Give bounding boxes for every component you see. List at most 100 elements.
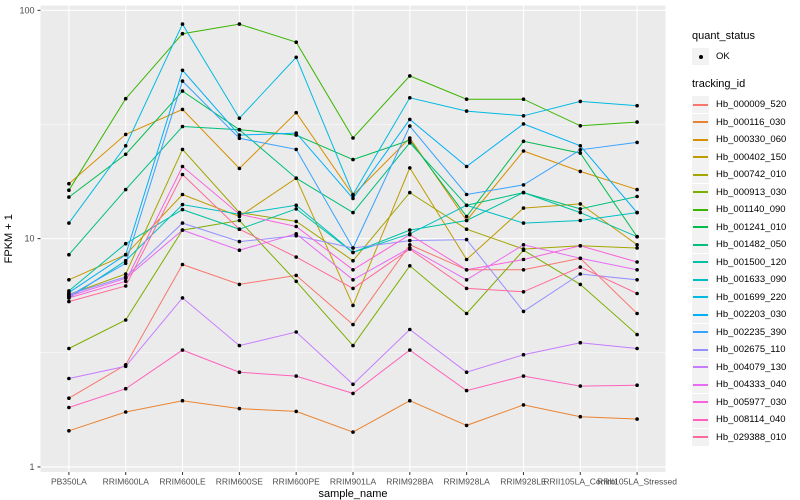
data-point bbox=[635, 246, 639, 250]
data-point bbox=[408, 238, 412, 243]
legend-item-Hb_001140_090: Hb_001140_090 bbox=[692, 201, 798, 218]
legend-item-Hb_002235_390: Hb_002235_390 bbox=[692, 323, 798, 341]
legend-item-label: OK bbox=[716, 51, 730, 62]
data-point bbox=[408, 264, 412, 268]
data-point bbox=[635, 383, 639, 388]
data-point bbox=[67, 429, 71, 433]
line-key-icon bbox=[692, 358, 709, 376]
data-point bbox=[521, 122, 526, 126]
data-point bbox=[408, 141, 412, 145]
data-point bbox=[294, 55, 299, 60]
data-point bbox=[237, 133, 242, 137]
data-point bbox=[408, 232, 412, 237]
legend-tracking-id: tracking_id Hb_000009_520 Hb_000116_030 Hb… bbox=[692, 78, 798, 446]
data-point bbox=[408, 190, 412, 195]
black-point-icon bbox=[698, 54, 703, 59]
data-point bbox=[635, 332, 639, 337]
data-point bbox=[123, 284, 128, 288]
data-point bbox=[408, 398, 412, 403]
legend-item-Hb_000402_150: Hb_000402_150 bbox=[692, 148, 798, 166]
data-point bbox=[123, 187, 128, 192]
legend-item-Hb_001500_120: Hb_001500_120 bbox=[692, 253, 798, 271]
line-key-icon bbox=[692, 341, 709, 358]
data-point bbox=[635, 140, 639, 145]
data-point bbox=[180, 22, 185, 26]
data-point bbox=[237, 227, 242, 231]
data-point bbox=[351, 268, 355, 272]
data-point bbox=[578, 99, 583, 104]
data-point bbox=[521, 183, 526, 187]
data-point bbox=[237, 166, 242, 171]
data-point bbox=[408, 243, 412, 247]
line-key-icon bbox=[692, 306, 709, 323]
legend-item-Hb_000330_060: Hb_000330_060 bbox=[692, 131, 798, 148]
data-point bbox=[237, 343, 242, 348]
x-tick-label: RRIM600PE bbox=[273, 477, 321, 487]
data-point bbox=[180, 89, 185, 93]
data-point bbox=[408, 74, 412, 78]
legend-item-label: Hb_001140_090 bbox=[716, 204, 786, 215]
data-point bbox=[180, 164, 185, 169]
legend-item-label: Hb_001633_090 bbox=[716, 274, 787, 285]
data-point bbox=[578, 210, 583, 215]
data-point bbox=[237, 218, 242, 223]
data-point bbox=[351, 192, 355, 197]
legend-item-label: Hb_000009_520 bbox=[716, 99, 787, 110]
legend-item-Hb_000116_030: Hb_000116_030 bbox=[692, 113, 798, 131]
data-point bbox=[635, 210, 639, 215]
data-point bbox=[123, 261, 128, 266]
data-point bbox=[408, 138, 412, 142]
data-point bbox=[123, 276, 128, 281]
data-point bbox=[578, 414, 583, 419]
data-point bbox=[294, 273, 299, 278]
legend-item-Hb_001241_010: Hb_001241_010 bbox=[692, 218, 798, 236]
line-key-icon bbox=[692, 393, 709, 411]
data-point bbox=[578, 169, 583, 174]
data-point bbox=[237, 282, 242, 287]
data-point bbox=[408, 166, 412, 170]
legend: quant_status OK tracking_id Hb_000009_52… bbox=[692, 30, 798, 459]
data-point bbox=[635, 346, 639, 351]
data-point bbox=[351, 196, 355, 201]
data-point bbox=[351, 250, 355, 255]
data-point bbox=[123, 364, 128, 369]
y-tick-label: 1 bbox=[29, 462, 34, 472]
data-point bbox=[521, 190, 526, 195]
legend-item-label: Hb_000116_030 bbox=[716, 116, 786, 128]
data-point bbox=[521, 97, 526, 101]
data-point bbox=[180, 107, 185, 112]
data-point bbox=[578, 340, 583, 345]
legend-quant-status: quant_status OK bbox=[692, 30, 798, 65]
data-point bbox=[294, 330, 299, 334]
data-point bbox=[521, 309, 526, 314]
data-point bbox=[67, 376, 71, 381]
data-point bbox=[578, 148, 583, 152]
data-point bbox=[123, 132, 128, 137]
x-axis-title: sample_name bbox=[318, 488, 387, 500]
data-point bbox=[237, 406, 242, 411]
data-point bbox=[351, 258, 355, 263]
data-point bbox=[294, 40, 299, 44]
data-point bbox=[635, 260, 639, 264]
y-tick-label: 100 bbox=[19, 5, 34, 15]
data-point bbox=[123, 386, 128, 391]
legend-item-Hb_008114_040: Hb_008114_040 bbox=[692, 411, 798, 428]
legend-item-label: Hb_002235_390 bbox=[716, 326, 787, 338]
x-tick-label: RRII105LA_Control bbox=[543, 477, 617, 487]
data-point bbox=[408, 124, 412, 128]
data-point bbox=[521, 149, 526, 153]
data-point bbox=[351, 286, 355, 291]
data-point bbox=[294, 224, 299, 229]
data-point bbox=[180, 79, 185, 83]
line-key-icon bbox=[692, 411, 709, 428]
data-point bbox=[67, 405, 71, 410]
legend-item-label: Hb_008114_040 bbox=[716, 414, 786, 425]
legend-item-label: Hb_000742_010 bbox=[716, 169, 787, 180]
line-key-icon bbox=[692, 131, 709, 148]
data-point bbox=[351, 343, 355, 348]
data-point bbox=[294, 110, 299, 115]
data-point bbox=[237, 248, 242, 252]
data-point bbox=[578, 272, 583, 276]
data-point bbox=[180, 262, 185, 267]
data-point bbox=[635, 417, 639, 421]
